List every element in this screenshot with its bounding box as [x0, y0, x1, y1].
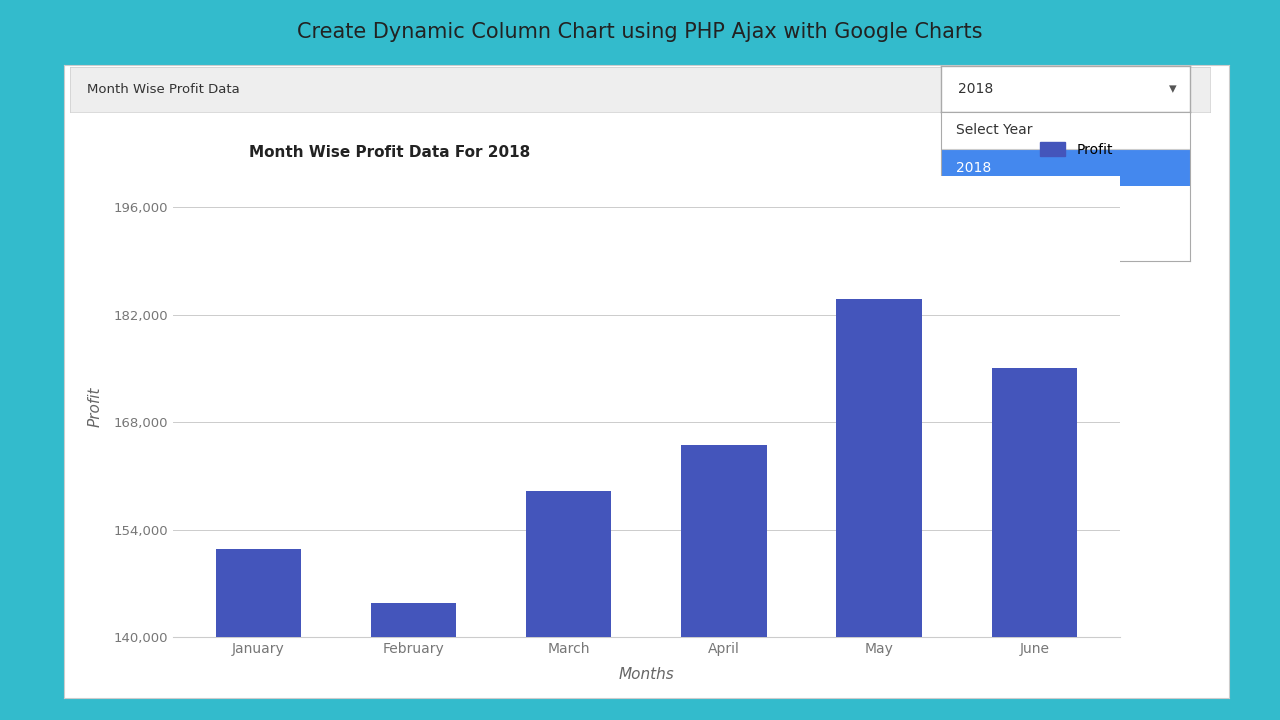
Bar	[526, 491, 612, 720]
Text: Select Year: Select Year	[956, 123, 1032, 138]
Text: Month Wise Profit Data: Month Wise Profit Data	[87, 83, 241, 96]
Text: 2018: 2018	[959, 82, 993, 96]
Legend: Profit: Profit	[1041, 142, 1114, 157]
Bar	[371, 603, 457, 720]
Bar	[681, 445, 767, 720]
Text: 2018: 2018	[956, 161, 991, 175]
Bar	[216, 549, 301, 720]
Text: 2016: 2016	[956, 235, 991, 250]
Text: Create Dynamic Column Chart using PHP Ajax with Google Charts: Create Dynamic Column Chart using PHP Aj…	[297, 22, 983, 42]
Text: 2017: 2017	[956, 198, 991, 212]
Text: Month Wise Profit Data For 2018: Month Wise Profit Data For 2018	[248, 145, 530, 160]
Bar	[941, 149, 1190, 186]
Text: ▾: ▾	[1169, 81, 1176, 96]
X-axis label: Months: Months	[618, 667, 675, 682]
Bar	[836, 300, 922, 720]
Y-axis label: Profit: Profit	[87, 387, 102, 427]
Bar	[992, 369, 1076, 720]
